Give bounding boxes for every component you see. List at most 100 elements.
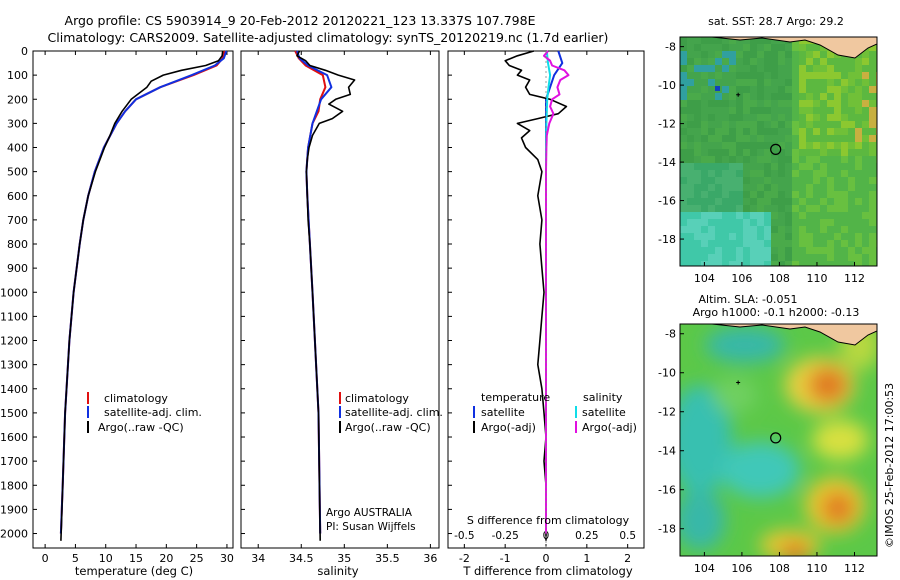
legend-label-argo-t: Argo(-adj) (481, 421, 536, 434)
legend-title-temperature: temperature (481, 391, 550, 404)
temperature-axes (32, 50, 234, 549)
depth-tick-label: 1200 (0, 335, 28, 348)
x-tick-label: 20 (159, 552, 173, 565)
legend-label-argo: Argo(..raw -QC) (98, 421, 184, 434)
x-tick-label: 5 (72, 552, 79, 565)
legend-title-salinity: salinity (583, 391, 623, 404)
temperature-panel: 0100200300400500600700800900100011001200… (0, 45, 234, 578)
cold-pixel (715, 86, 720, 91)
header-line1: Argo profile: CS 5903914_9 20-Feb-2012 2… (65, 13, 536, 28)
lon-tick-label: 106 (731, 272, 752, 285)
legend-label-climatology: climatology (104, 392, 168, 405)
sla-field (680, 324, 877, 556)
x-tick-label: 30 (220, 552, 234, 565)
salinity-axis: 34 34.5 35 35.5 36 (241, 50, 437, 565)
x-tick-label: 34 (251, 552, 265, 565)
lat-tick-label: -14 (658, 156, 676, 169)
depth-tick-label: 300 (7, 117, 28, 130)
depth-tick-label: 200 (7, 93, 28, 106)
legend-label-satellite: satellite-adj. clim. (345, 406, 443, 419)
salinity-legend: climatology satellite-adj. clim. Argo(..… (339, 392, 443, 434)
salinity-panel: 34 34.5 35 35.5 36 salinity climatology sate… (240, 50, 443, 578)
sla-map-title: Altim. SLA: -0.051 (698, 293, 797, 306)
x-tick-label: 25 (190, 552, 204, 565)
difference-axis: -2 -1 0 1 2-0.5 -0.25 0 0.25 0.5 (448, 50, 636, 565)
series-line-climatology (59, 50, 226, 534)
x-tick-label: 10 (99, 552, 113, 565)
salinity-xlabel: salinity (317, 564, 358, 578)
depth-tick-label: 1500 (0, 407, 28, 420)
difference-panel: -2 -1 0 1 2-0.5 -0.25 0 0.25 0.5 S difference fr… (447, 50, 645, 578)
depth-tick-label: 1800 (0, 479, 28, 492)
depth-tick-label: 0 (21, 45, 28, 58)
difference-legend: temperature salinity satellite Argo(-adj… (473, 391, 637, 434)
depth-tick-label: 1000 (0, 286, 28, 299)
imos-footer: ©IMOS 25-Feb-2012 17:00:53 (883, 383, 896, 548)
lon-tick-label: 108 (769, 562, 790, 575)
lat-tick-label: -8 (665, 328, 676, 341)
s-tick-label: 0.25 (575, 530, 598, 542)
lat-tick-label: -16 (658, 195, 676, 208)
lon-tick-label: 108 (769, 272, 790, 285)
lon-tick-label: 112 (844, 272, 865, 285)
lon-tick-label: 104 (694, 272, 715, 285)
temperature-profiles (59, 50, 228, 541)
x-tick-label: 35.5 (375, 552, 400, 565)
x-tick-label: 0 (42, 552, 49, 565)
s-tick-label: 0.5 (619, 530, 636, 542)
depth-axis: 0 100 200 300 400 500 600 700 800 900 1000 1100 1200… (0, 45, 37, 541)
series-line-argo-adj-salinity (543, 50, 570, 534)
legend-label-argo: Argo(..raw -QC) (345, 421, 431, 434)
series-line-satellite-adj-clim (59, 50, 228, 534)
legend-label-satellite-t: satellite (481, 406, 525, 419)
x-tick-label: -1 (500, 552, 511, 565)
x-tick-label: 0 (543, 552, 550, 565)
argo-pi-note: PI: Susan Wijffels (326, 521, 416, 533)
depth-tick-label: 2000 (0, 528, 28, 541)
series-line-satellite-adj-clim (296, 50, 333, 534)
lat-tick-label: -12 (658, 118, 676, 131)
legend-label-satellite: satellite-adj. clim. (104, 406, 202, 419)
sst-map: sat. SST: 28.7 Argo: 29.2 104 106 108 110 11… (658, 15, 878, 285)
previous-position-marker (736, 92, 741, 97)
x-tick-label: 2 (624, 552, 631, 565)
sst-map-title: sat. SST: 28.7 Argo: 29.2 (708, 15, 844, 28)
lat-tick-label: -12 (658, 406, 676, 419)
s-tick-label: -0.25 (492, 530, 519, 542)
depth-tick-label: 1600 (0, 431, 28, 444)
argo-position-marker (770, 143, 782, 155)
x-tick-label: 1 (583, 552, 590, 565)
depth-tick-label: 1900 (0, 503, 28, 516)
lon-tick-label: 110 (806, 272, 827, 285)
sla-map-axes: 104 106 108 110 112 -8 -10 -12 -14 -16 -18 (658, 328, 865, 575)
legend-label-satellite-s: satellite (582, 406, 626, 419)
temperature-x-axis: 0 5 10 15 20 25 30 (42, 51, 234, 565)
lon-tick-label: 104 (694, 562, 715, 575)
coastline (711, 37, 877, 59)
legend-label-climatology: climatology (345, 392, 409, 405)
lat-tick-label: -10 (658, 79, 676, 92)
x-tick-label: 36 (423, 552, 437, 565)
sst-map-axes: 104 106 108 110 112 -8 -10 -12 -14 -16 -18 (658, 41, 865, 285)
series-line-argo-raw-qc (296, 50, 356, 541)
temperature-xlabel: temperature (deg C) (75, 564, 193, 578)
series-line-argo-raw-qc (60, 50, 224, 541)
depth-tick-label: 600 (7, 190, 28, 203)
salinity-profiles (294, 50, 356, 541)
x-tick-label: -2 (459, 552, 470, 565)
depth-tick-label: 1400 (0, 383, 28, 396)
depth-tick-label: 1100 (0, 310, 28, 323)
x-tick-label: 15 (129, 552, 143, 565)
sst-map-markers (736, 92, 782, 155)
depth-tick-label: 800 (7, 238, 28, 251)
lat-tick-label: -10 (658, 367, 676, 380)
depth-tick-label: 900 (7, 262, 28, 275)
header-line2: Climatology: CARS2009. Satellite-adjuste… (48, 30, 609, 45)
lon-tick-label: 110 (806, 562, 827, 575)
depth-tick-label: 100 (7, 69, 28, 82)
s-tick-label: -0.5 (454, 530, 475, 542)
sla-map: Altim. SLA: -0.051 Argo h1000: -0.1 h200… (658, 293, 878, 575)
previous-position-marker (736, 380, 741, 385)
depth-tick-label: 700 (7, 214, 28, 227)
